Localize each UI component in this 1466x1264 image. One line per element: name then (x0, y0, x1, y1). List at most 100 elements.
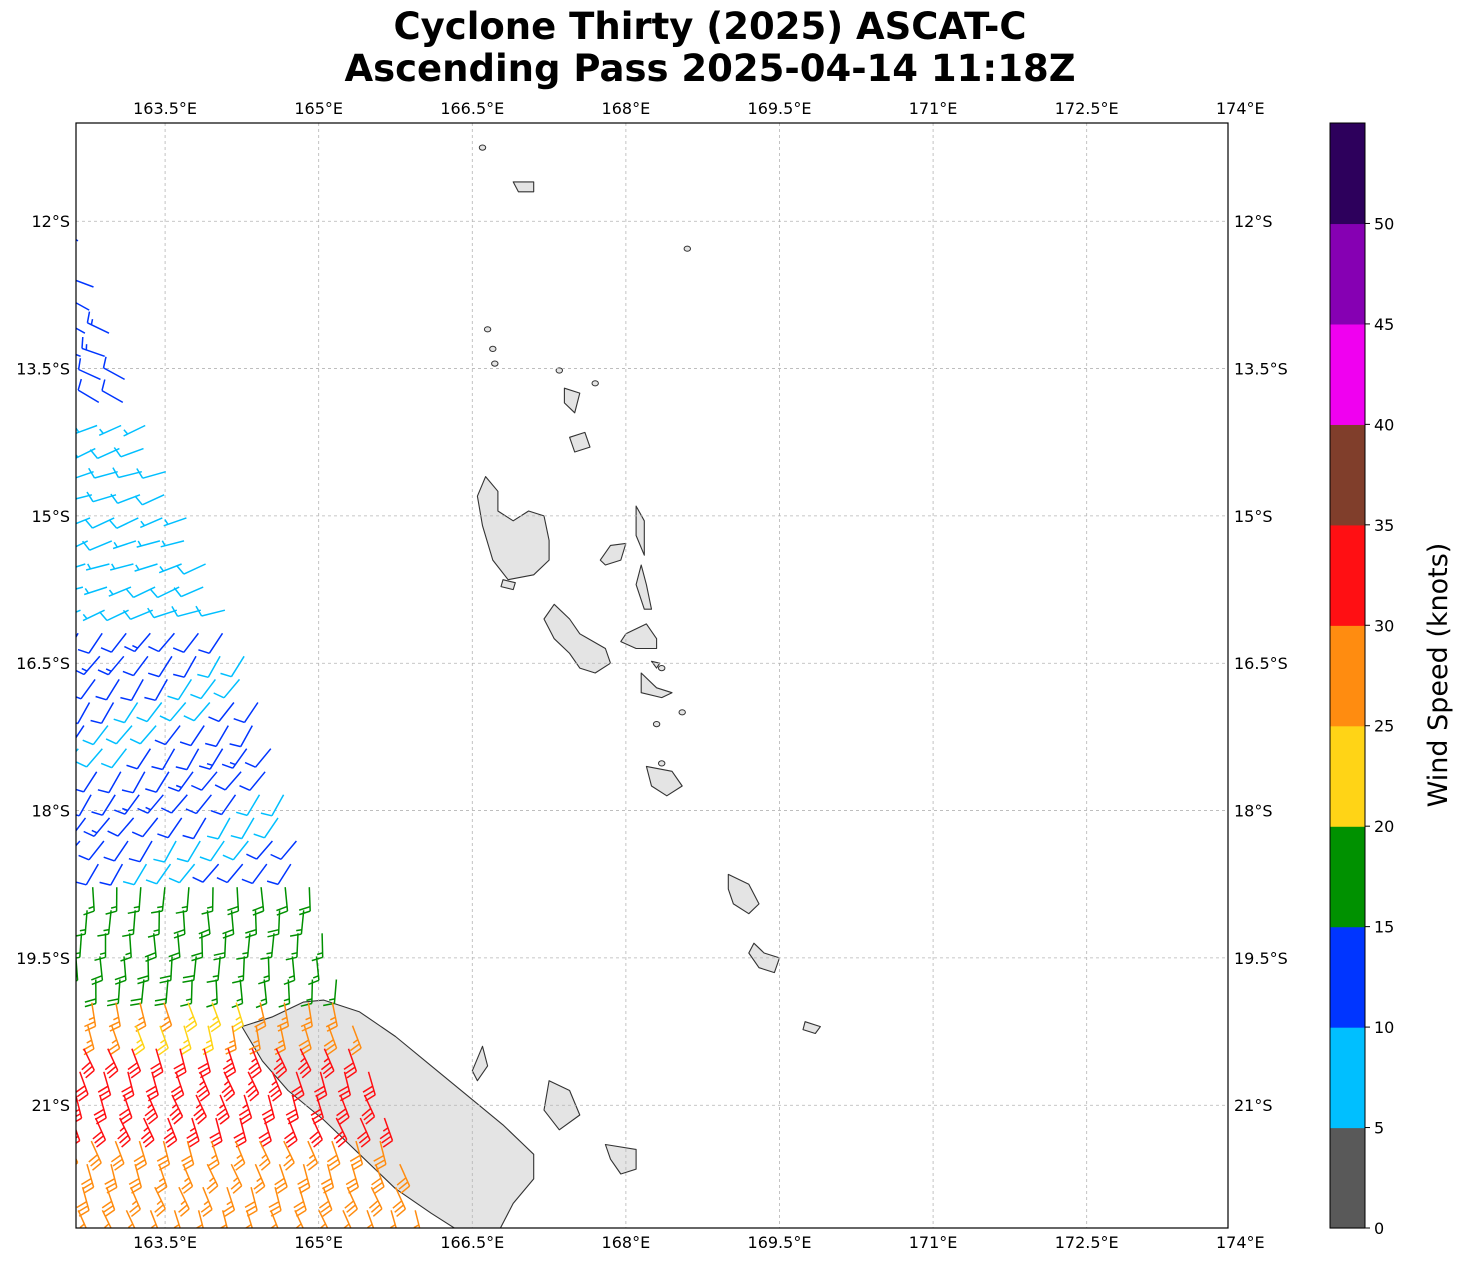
barb-flag (270, 853, 282, 860)
barb-staff (138, 887, 142, 912)
barb-flag (108, 1070, 119, 1079)
barb-flag (128, 857, 141, 863)
barb-flag (240, 1112, 251, 1121)
barb-flag (179, 1043, 190, 1052)
barb-flag (114, 809, 126, 815)
barb-flag (144, 952, 156, 958)
wind-barb (122, 863, 148, 886)
wind-barb (274, 1163, 288, 1194)
wind-barb (150, 1048, 164, 1079)
barb-staff (105, 679, 120, 701)
barb-flag (76, 1135, 79, 1139)
barb-half-flag (256, 1177, 262, 1183)
island (620, 623, 658, 650)
barb-flag (249, 1092, 260, 1102)
island (599, 542, 627, 566)
wind-barb (343, 1048, 358, 1079)
wind-barb (213, 933, 227, 961)
barb-staff (178, 771, 194, 792)
barb-flag (230, 1181, 241, 1190)
barb-flag (252, 905, 264, 912)
barb-flag (348, 1208, 358, 1217)
wind-barb (122, 609, 153, 620)
barb-half-flag (316, 952, 323, 956)
colorbar-tick-label: 30 (1374, 616, 1394, 635)
barb-flag (156, 1208, 166, 1217)
barb-flag (287, 1139, 298, 1148)
barb-flag (363, 1112, 374, 1121)
barb-half-flag (166, 1127, 173, 1132)
wind-barb (300, 1002, 313, 1032)
barb-staff (180, 586, 204, 598)
barb-staff (124, 794, 140, 815)
barb-half-flag (123, 429, 129, 435)
barb-flag (227, 905, 239, 912)
wind-barb (200, 1186, 213, 1217)
wind-barb (113, 702, 139, 724)
wind-barb (76, 678, 96, 700)
barb-flag (52, 243, 54, 254)
barb-flag (292, 1089, 303, 1098)
barb-flag (216, 1108, 227, 1117)
wind-barb (145, 771, 170, 793)
barb-flag (83, 830, 95, 837)
wind-barb (168, 863, 196, 884)
barb-staff (254, 1163, 266, 1187)
barb-flag (277, 1025, 289, 1032)
barb-staff (158, 632, 175, 652)
wind-barb (173, 1210, 181, 1228)
barb-half-flag (135, 564, 140, 571)
wind-barb (198, 748, 224, 770)
barb-flag (210, 1024, 221, 1033)
barb-flag (169, 1107, 179, 1117)
barb-half-flag (127, 928, 134, 932)
barb-staff (103, 367, 125, 381)
barb-flag (158, 1047, 169, 1056)
barb-flag (156, 1043, 168, 1052)
barb-flag (146, 1112, 157, 1121)
barb-flag (171, 1111, 181, 1121)
barb-half-flag (229, 1039, 235, 1044)
barb-flag (100, 1094, 111, 1102)
barb-flag (76, 1139, 81, 1145)
colorbar-bin (1330, 1027, 1365, 1129)
barb-flag (163, 1131, 174, 1140)
barb-flag (349, 1154, 361, 1162)
barb-flag (76, 1113, 81, 1118)
barb-flag (310, 1108, 322, 1116)
wind-barb (221, 748, 248, 769)
barb-flag (82, 1182, 93, 1190)
wind-barb (182, 817, 207, 840)
wind-barb (76, 771, 98, 793)
barb-flag (122, 880, 135, 886)
wind-barb (232, 956, 246, 984)
wind-barb (283, 956, 296, 986)
wind-barb (108, 517, 139, 529)
wind-barb (368, 1186, 383, 1217)
barb-flag (225, 1070, 236, 1079)
barb-flag (400, 1185, 411, 1194)
islet (658, 760, 666, 767)
wind-barb (413, 1210, 421, 1228)
wind-barb (121, 1071, 135, 1102)
wind-barb (179, 1025, 192, 1056)
wind-barb (150, 887, 166, 914)
barb-staff (147, 956, 150, 981)
wind-barb (243, 1210, 254, 1235)
barb-staff (50, 449, 72, 459)
barb-staff (177, 609, 201, 618)
barb-flag (154, 739, 166, 746)
barb-staff (192, 817, 207, 839)
barb-flag (210, 809, 222, 816)
barb-half-flag (189, 1127, 196, 1132)
barb-flag (274, 1048, 286, 1056)
wind-barb (124, 632, 151, 653)
barb-staff (173, 1210, 181, 1228)
barb-staff (92, 517, 115, 529)
barb-half-flag (103, 928, 110, 932)
barb-flag (144, 1139, 155, 1148)
barb-flag (243, 1229, 253, 1235)
barb-staff (333, 979, 338, 1004)
barb-flag (81, 337, 84, 349)
barb-flag (71, 267, 72, 278)
